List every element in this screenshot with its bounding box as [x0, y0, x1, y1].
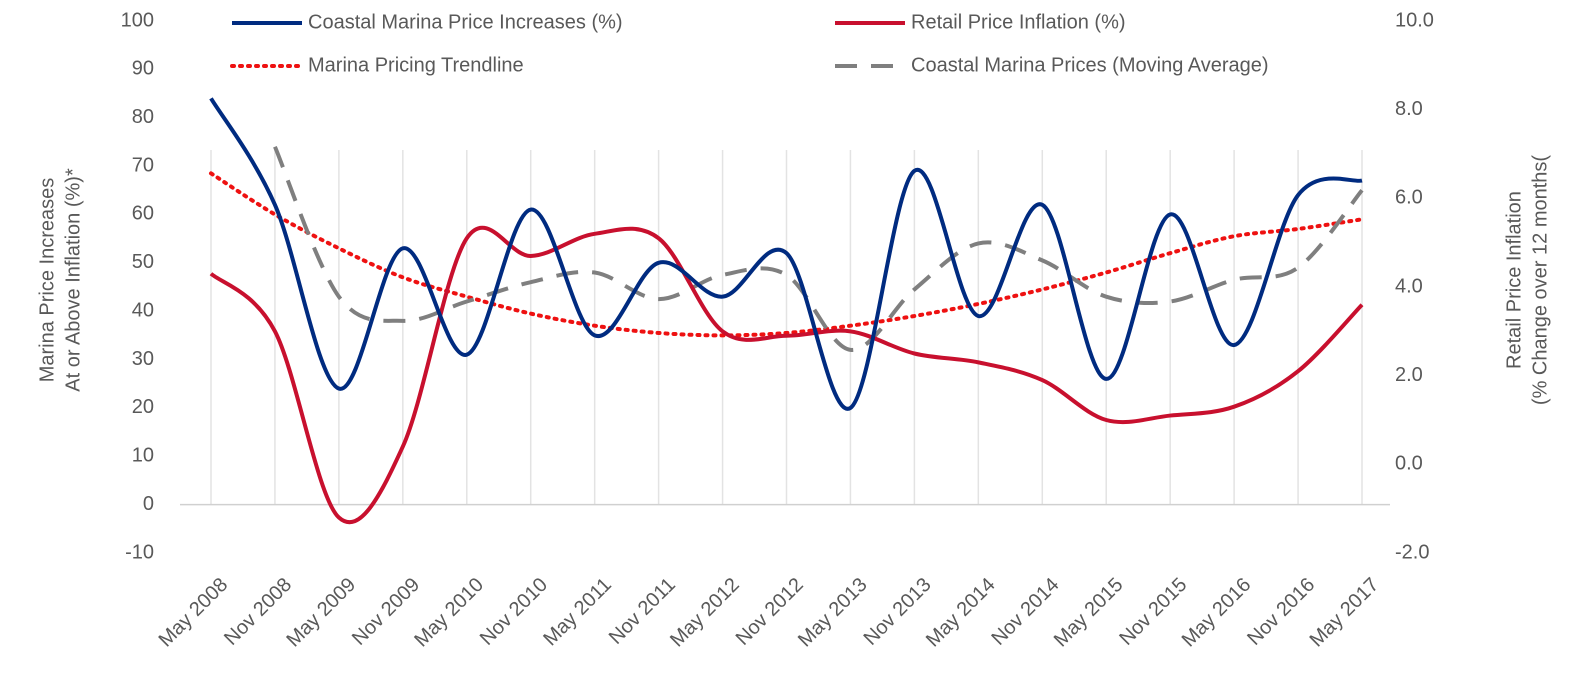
y2-tick-label: 0.0: [1395, 453, 1423, 475]
y-tick-label: 40: [132, 299, 154, 321]
series-line: [273, 145, 1364, 352]
x-tick-label: May 2011: [539, 574, 616, 651]
legend-label: Coastal Marina Prices (Moving Average): [911, 54, 1269, 76]
legend-label: Marina Pricing Trendline: [308, 54, 524, 76]
y-tick-label: 0: [143, 493, 154, 515]
x-tick-label: May 2008: [155, 574, 233, 652]
series-line: [209, 97, 1363, 411]
x-tick-label: May 2009: [282, 574, 360, 652]
y-axis-title-line: At or Above Inflation (%)*: [62, 168, 84, 392]
x-tick-label: Nov 2010: [476, 574, 552, 650]
x-tick-label: May 2016: [1178, 574, 1256, 652]
y-tick-label: 20: [132, 396, 154, 418]
x-tick-label: May 2017: [1306, 574, 1384, 652]
legend-label: Retail Price Inflation (%): [911, 11, 1126, 33]
y2-tick-label: 8.0: [1395, 98, 1423, 120]
series-line: [209, 171, 1364, 338]
y-tick-label: 100: [121, 9, 154, 31]
x-tick-label: May 2010: [410, 574, 488, 652]
y2-axis-title-line: (% Change over 12 months(: [1529, 155, 1551, 405]
series-line: [209, 225, 1364, 525]
y-tick-label: 90: [132, 58, 154, 80]
x-tick-label: May 2013: [794, 574, 872, 652]
y-tick-label: 80: [132, 106, 154, 128]
y-tick-label: 60: [132, 203, 154, 225]
y2-tick-label: 10.0: [1395, 9, 1434, 31]
y-axis-title-line: Marina Price Increases: [36, 178, 58, 383]
y2-tick-label: 2.0: [1395, 364, 1423, 386]
y-tick-label: 50: [132, 251, 154, 273]
y2-tick-label: -2.0: [1395, 541, 1429, 563]
y2-axis-title: Retail Price Inflation (% Change over 12…: [1503, 155, 1551, 405]
y2-tick-label: 4.0: [1395, 275, 1423, 297]
y-tick-label: -10: [125, 541, 154, 563]
y-axis-title: Marina Price Increases At or Above Infla…: [36, 168, 84, 392]
y-tick-label: 10: [132, 445, 154, 467]
x-tick-label: May 2015: [1050, 574, 1128, 652]
x-tick-label: May 2014: [922, 574, 1000, 652]
y2-tick-label: 6.0: [1395, 187, 1423, 209]
y-tick-label: 70: [132, 154, 154, 176]
y2-axis-title-line: Retail Price Inflation: [1503, 191, 1525, 369]
legend-label: Coastal Marina Price Increases (%): [308, 11, 623, 33]
y-tick-label: 30: [132, 348, 154, 370]
x-tick-label: May 2012: [666, 574, 744, 652]
